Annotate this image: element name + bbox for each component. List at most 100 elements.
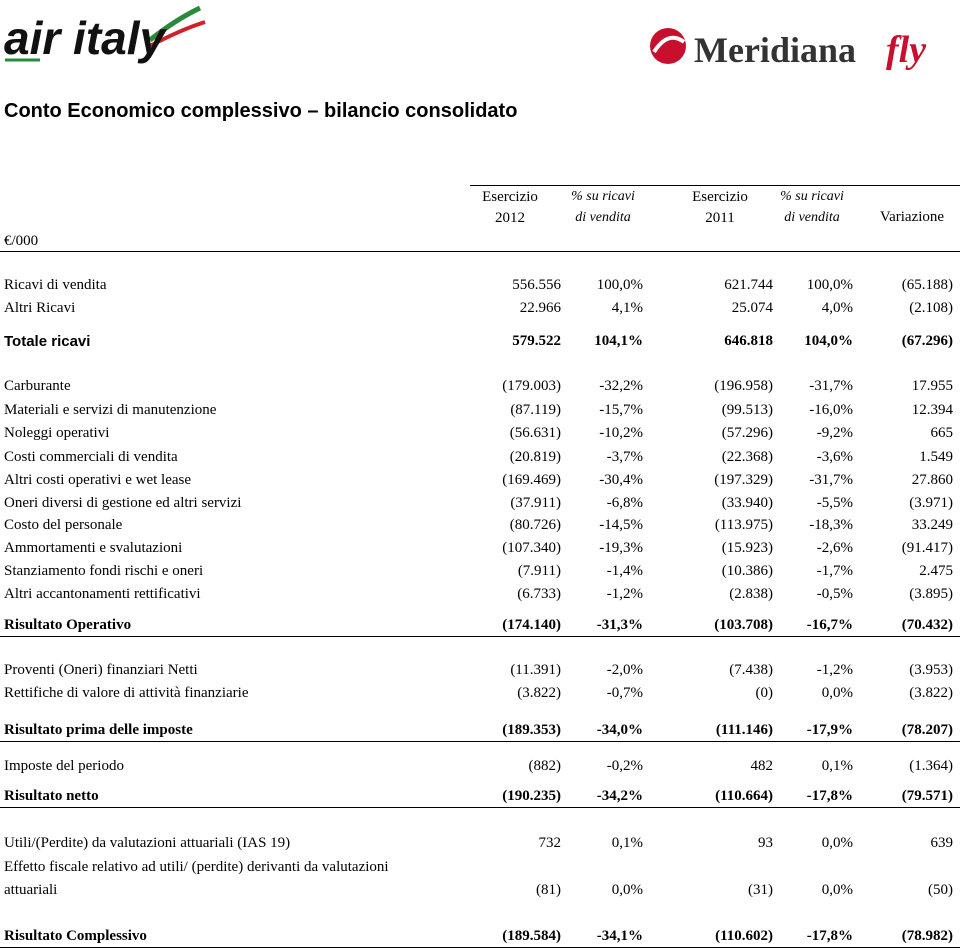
column-header: % su ricavi xyxy=(571,189,635,204)
row-rule xyxy=(0,636,960,637)
cell-value: (3.953) xyxy=(909,662,953,678)
cell-value: (15.923) xyxy=(721,540,773,556)
cell-value: 27.860 xyxy=(911,472,953,488)
cell-value: 17.955 xyxy=(911,378,953,394)
cell-value: -16,0% xyxy=(809,402,853,418)
cell-value: 25.074 xyxy=(731,300,773,316)
cell-value: -0,2% xyxy=(606,758,643,774)
row-label: Ricavi di vendita xyxy=(4,277,107,293)
cell-value: (57.296) xyxy=(721,425,773,441)
logo-right-accent: fly xyxy=(886,29,926,71)
cell-value: (87.119) xyxy=(510,402,561,418)
cell-value: -1,2% xyxy=(606,586,643,602)
logo-mark-wing xyxy=(652,35,686,54)
cell-value: (189.353) xyxy=(502,722,561,738)
cell-value: -1,4% xyxy=(606,563,643,579)
row-label: Altri costi operativi e wet lease xyxy=(4,472,192,488)
header-top-rule xyxy=(470,185,960,186)
cell-value: (179.003) xyxy=(502,378,561,394)
column-header: % su ricavi xyxy=(780,189,844,204)
cell-value: (3.822) xyxy=(909,685,953,701)
swoosh xyxy=(148,5,202,42)
cell-value: -34,1% xyxy=(596,928,643,944)
row-label: Stanziamento fondi rischi e oneri xyxy=(4,563,204,579)
cell-value: (189.584) xyxy=(502,928,561,944)
cell-value: (0) xyxy=(755,685,774,701)
cell-value: 33.249 xyxy=(911,517,953,533)
column-header: Esercizio xyxy=(692,189,748,205)
logos: air italy Meridiana fly xyxy=(4,5,926,71)
cell-value: (107.340) xyxy=(502,540,561,556)
column-header: di vendita xyxy=(575,210,631,225)
logo-right: Meridiana xyxy=(694,30,856,70)
cell-value: -3,6% xyxy=(816,449,853,465)
column-header: 2012 xyxy=(495,210,525,226)
cell-value: 12.394 xyxy=(911,402,953,418)
row-label: Risultato Complessivo xyxy=(4,928,147,944)
cell-value: (33.940) xyxy=(721,495,773,511)
cell-value: -9,2% xyxy=(816,425,853,441)
row-rule xyxy=(0,741,960,742)
cell-value: (882) xyxy=(528,758,562,774)
cell-value: (197.329) xyxy=(714,472,773,488)
cell-value: -16,7% xyxy=(806,617,853,633)
cell-value: (190.235) xyxy=(502,788,561,804)
row-label: Totale ricavi xyxy=(4,333,91,350)
cell-value: (91.417) xyxy=(901,540,953,556)
cell-value: -15,7% xyxy=(599,402,643,418)
cell-value: (11.391) xyxy=(510,662,561,678)
cell-value: -1,2% xyxy=(816,662,853,678)
cell-value: -17,9% xyxy=(806,722,853,738)
cell-value: 0,1% xyxy=(611,835,643,851)
cell-value: (78.207) xyxy=(901,722,953,738)
cell-value: -34,0% xyxy=(596,722,643,738)
cell-value: 482 xyxy=(750,758,774,774)
cell-value: -10,2% xyxy=(599,425,643,441)
cell-value: (113.975) xyxy=(714,517,773,533)
cell-value: (3.822) xyxy=(517,685,561,701)
cell-value: (22.368) xyxy=(721,449,773,465)
cell-value: (20.819) xyxy=(509,449,561,465)
row-label: Materiali e servizi di manutenzione xyxy=(4,402,217,418)
row-label: Costo del personale xyxy=(4,517,123,533)
cell-value: (10.386) xyxy=(721,563,773,579)
row-label: Effetto fiscale relativo ad utili/ (perd… xyxy=(4,859,389,875)
cell-value: -17,8% xyxy=(806,788,853,804)
cell-value: (6.733) xyxy=(517,586,561,602)
column-header: di vendita xyxy=(784,210,840,225)
cell-value: (56.631) xyxy=(509,425,561,441)
cell-value: 646.818 xyxy=(724,333,773,349)
cell-value: 579.522 xyxy=(512,333,561,349)
cell-value: 22.966 xyxy=(519,300,561,316)
cell-value: (2.108) xyxy=(909,300,953,316)
cell-value: 639 xyxy=(930,835,954,851)
cell-value: (31) xyxy=(748,882,773,898)
cell-value: -2,6% xyxy=(816,540,853,556)
row-label: Noleggi operativi xyxy=(4,425,110,441)
cell-value: (169.469) xyxy=(502,472,561,488)
cell-value: -31,7% xyxy=(809,378,853,394)
cell-value: (110.664) xyxy=(715,788,773,804)
cell-value: 621.744 xyxy=(724,277,773,293)
cell-value: 556.556 xyxy=(512,277,561,293)
cell-value: 0,0% xyxy=(821,882,853,898)
cell-value: -31,7% xyxy=(809,472,853,488)
logo-mark xyxy=(650,28,686,64)
cell-value: 732 xyxy=(538,835,562,851)
cell-value: 100,0% xyxy=(806,277,853,293)
cell-value: -2,0% xyxy=(606,662,643,678)
cell-value: -32,2% xyxy=(599,378,643,394)
row-rule xyxy=(0,947,960,948)
cell-value: (2.838) xyxy=(729,586,773,602)
cell-value: -0,5% xyxy=(816,586,853,602)
cell-value: 1.549 xyxy=(919,449,953,465)
row-rule xyxy=(0,807,960,808)
cell-value: 4,0% xyxy=(821,300,853,316)
row-label: Altri accantonamenti rettificativi xyxy=(4,586,201,602)
row-label: Costi commerciali di vendita xyxy=(4,449,178,465)
cell-value: -30,4% xyxy=(599,472,643,488)
cell-value: 104,0% xyxy=(804,333,853,349)
cell-value: (65.188) xyxy=(901,277,953,293)
cell-value: -19,3% xyxy=(599,540,643,556)
row-label: Proventi (Oneri) finanziari Netti xyxy=(4,662,198,678)
